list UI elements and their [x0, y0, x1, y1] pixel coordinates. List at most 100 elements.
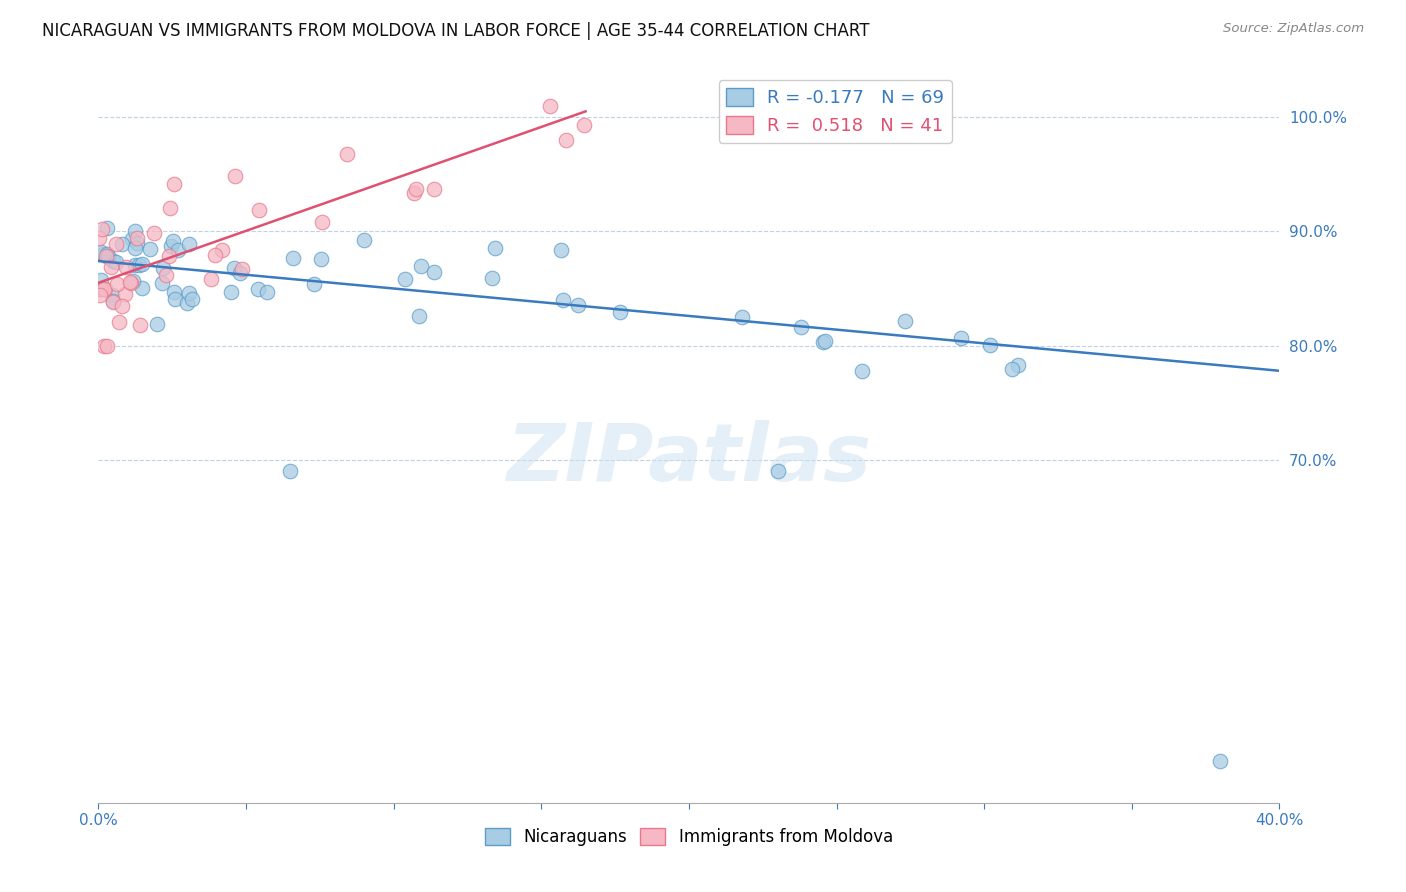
- Point: [408, 309, 430, 323]
- Point: [163, 177, 186, 191]
- Point: [180, 292, 202, 306]
- Point: [93, 282, 115, 296]
- Point: [124, 224, 146, 238]
- Point: [950, 331, 973, 345]
- Point: [219, 285, 242, 299]
- Point: [101, 288, 124, 302]
- Point: [124, 258, 146, 272]
- Point: [121, 232, 143, 246]
- Point: [121, 274, 143, 288]
- Point: [204, 248, 226, 262]
- Point: [555, 133, 578, 147]
- Point: [256, 285, 278, 300]
- Point: [96, 246, 118, 260]
- Point: [104, 236, 127, 251]
- Point: [157, 249, 180, 263]
- Point: [423, 265, 446, 279]
- Point: [120, 275, 142, 289]
- Point: [311, 215, 333, 229]
- Point: [979, 337, 1001, 351]
- Point: [89, 288, 111, 302]
- Point: [538, 98, 561, 112]
- Point: [1209, 754, 1232, 768]
- Point: [128, 258, 150, 272]
- Point: [87, 230, 110, 244]
- Point: [127, 235, 149, 250]
- Point: [280, 464, 302, 478]
- Point: [100, 260, 122, 275]
- Point: [179, 285, 201, 300]
- Point: [246, 281, 269, 295]
- Point: [160, 239, 183, 253]
- Point: [111, 237, 134, 252]
- Point: [311, 252, 333, 266]
- Point: [553, 293, 575, 307]
- Point: [481, 270, 503, 285]
- Point: [353, 233, 375, 247]
- Point: [731, 310, 754, 324]
- Legend: Nicaraguans, Immigrants from Moldova: Nicaraguans, Immigrants from Moldova: [478, 822, 900, 853]
- Point: [97, 249, 120, 263]
- Point: [231, 262, 253, 277]
- Point: [131, 257, 153, 271]
- Point: [90, 221, 112, 235]
- Point: [423, 181, 446, 195]
- Point: [790, 320, 813, 334]
- Point: [484, 240, 506, 254]
- Point: [811, 335, 834, 350]
- Point: [1007, 359, 1029, 373]
- Point: [550, 243, 572, 257]
- Point: [142, 226, 165, 240]
- Point: [159, 202, 181, 216]
- Point: [103, 294, 125, 309]
- Point: [409, 259, 432, 273]
- Point: [402, 186, 425, 200]
- Point: [152, 260, 174, 275]
- Point: [129, 318, 152, 332]
- Point: [179, 237, 201, 252]
- Point: [139, 242, 162, 256]
- Point: [394, 271, 416, 285]
- Point: [108, 315, 131, 329]
- Point: [609, 305, 631, 319]
- Point: [200, 271, 222, 285]
- Point: [89, 282, 111, 296]
- Point: [114, 260, 136, 274]
- Point: [229, 266, 252, 280]
- Point: [894, 314, 917, 328]
- Point: [567, 298, 589, 312]
- Point: [94, 282, 117, 296]
- Point: [163, 285, 186, 300]
- Point: [105, 277, 128, 292]
- Point: [766, 464, 789, 478]
- Point: [281, 251, 304, 265]
- Point: [124, 241, 146, 255]
- Point: [162, 234, 184, 248]
- Point: [101, 253, 124, 268]
- Point: [814, 334, 837, 348]
- Point: [211, 244, 233, 258]
- Point: [150, 277, 173, 291]
- Point: [90, 282, 112, 296]
- Point: [131, 281, 153, 295]
- Point: [146, 318, 169, 332]
- Point: [247, 202, 270, 217]
- Point: [110, 299, 132, 313]
- Point: [91, 247, 114, 261]
- Text: Source: ZipAtlas.com: Source: ZipAtlas.com: [1223, 22, 1364, 36]
- Point: [96, 249, 118, 263]
- Point: [166, 244, 188, 258]
- Point: [93, 338, 115, 352]
- Point: [155, 268, 177, 282]
- Point: [96, 338, 118, 352]
- Point: [103, 294, 125, 309]
- Point: [176, 295, 198, 310]
- Point: [1001, 362, 1024, 376]
- Point: [163, 292, 186, 306]
- Text: ZIPatlas: ZIPatlas: [506, 420, 872, 498]
- Point: [96, 221, 118, 235]
- Point: [224, 169, 246, 184]
- Point: [304, 277, 326, 292]
- Point: [335, 147, 357, 161]
- Text: NICARAGUAN VS IMMIGRANTS FROM MOLDOVA IN LABOR FORCE | AGE 35-44 CORRELATION CHA: NICARAGUAN VS IMMIGRANTS FROM MOLDOVA IN…: [42, 22, 870, 40]
